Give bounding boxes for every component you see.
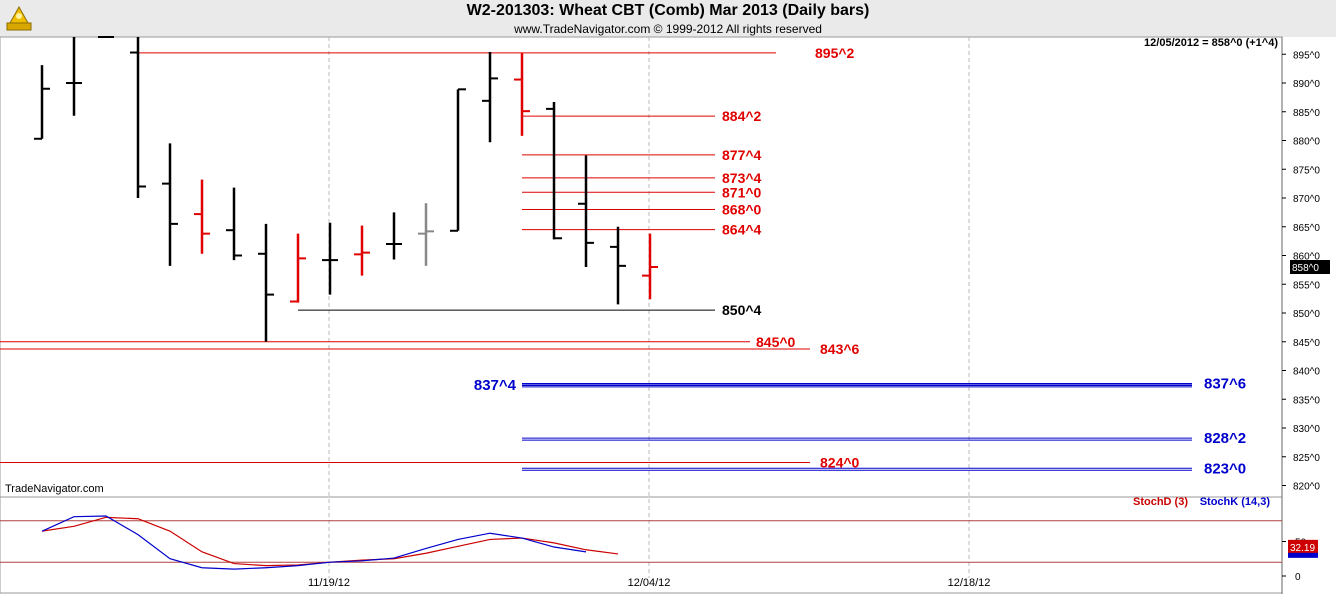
level-label: 843^6 (820, 341, 860, 357)
ohlc-bar (194, 179, 210, 254)
level-label: 837^4 (474, 377, 517, 394)
level-label: 823^0 (1204, 460, 1246, 477)
ohlc-bar (290, 233, 306, 303)
ohlc-bar (418, 203, 434, 266)
level-label: 837^6 (1204, 375, 1246, 392)
watermark: TradeNavigator.com (5, 483, 104, 495)
level-label: 871^0 (722, 184, 762, 200)
stochd-label: StochD (3) (1133, 496, 1188, 508)
ohlc-bar (354, 225, 370, 276)
ohlc-bar (482, 51, 498, 143)
stochastic-panel (0, 515, 1282, 570)
ohlc-bar (322, 222, 338, 295)
level-label: 828^2 (1204, 430, 1246, 447)
level-label: 850^4 (722, 302, 762, 318)
stochk-label: StochK (14,3) (1200, 496, 1271, 508)
ohlc-bar (386, 212, 402, 260)
tradenavigator-logo-icon (6, 5, 32, 31)
y-tick-label: 845^0 (1293, 338, 1320, 349)
ohlc-bar (610, 226, 626, 305)
stoch-value-box-bottom (1288, 552, 1318, 558)
level-label: 868^0 (722, 202, 762, 218)
level-label: 824^0 (820, 455, 860, 471)
y-tick-label: 840^0 (1293, 367, 1320, 378)
level-label: 877^4 (722, 147, 762, 163)
ohlc-bar (578, 155, 594, 267)
y-tick-label: 885^0 (1293, 108, 1320, 119)
y-tick-label: 855^0 (1293, 280, 1320, 291)
level-label: 884^2 (722, 108, 762, 124)
price-bars (34, 36, 658, 342)
ohlc-bar (258, 223, 274, 342)
y-tick-label: 870^0 (1293, 194, 1320, 205)
stoch-value-label: 32.19 (1290, 543, 1315, 554)
price-panel-frame (0, 36, 1283, 498)
y-tick-label: 850^0 (1293, 309, 1320, 320)
y-tick-label: 890^0 (1293, 79, 1320, 90)
y-tick-label: 875^0 (1293, 165, 1320, 176)
ohlc-bar (34, 65, 50, 140)
chart-title: W2-201303: Wheat CBT (Comb) Mar 2013 (Da… (466, 2, 870, 19)
ohlc-bar (162, 143, 178, 266)
grid (0, 36, 1283, 594)
y-tick-label: 865^0 (1293, 223, 1320, 234)
ohlc-bar (450, 88, 466, 232)
y-tick-label: 880^0 (1293, 137, 1320, 148)
ohlc-bar (66, 37, 82, 116)
y-tick-label: 830^0 (1293, 424, 1320, 435)
ohlc-bar (514, 53, 530, 136)
ohlc-bar (226, 187, 242, 261)
level-label: 895^2 (815, 45, 855, 61)
x-tick-label: 12/04/12 (628, 577, 671, 589)
stoch-line-0 (41, 516, 619, 567)
level-label: 864^4 (722, 222, 762, 238)
last-price-box (1290, 260, 1330, 274)
x-tick-label: 11/19/12 (308, 577, 350, 589)
y-tick-label: 860^0 (1293, 252, 1320, 263)
level-label: 873^4 (722, 170, 762, 186)
y-tick-label: 825^0 (1293, 453, 1320, 464)
chart-header (0, 0, 1336, 37)
y-tick-label: 895^0 (1293, 50, 1320, 61)
ohlc-bar (546, 101, 562, 240)
x-tick-label: 12/18/12 (948, 577, 991, 589)
stoch-line-1 (41, 515, 587, 570)
ohlc-bar (130, 37, 146, 198)
level-label: 845^0 (756, 334, 796, 350)
status-readout: 12/05/2012 = 858^0 (+1^4) (1144, 37, 1278, 49)
y-tick-label: 820^0 (1293, 482, 1320, 493)
stoch-value-box-top (1288, 539, 1318, 554)
y-tick-label: 835^0 (1293, 395, 1320, 406)
indicator-y-tick-label: 0 (1295, 572, 1301, 583)
axes: 11/19/12 12/04/12 12/18/12 820^0 825^0 830^0 8… (308, 50, 1330, 589)
chart-copyright: www.TradeNavigator.com © 1999-2012 All r… (514, 22, 822, 36)
ohlc-bar (642, 233, 658, 300)
last-price-label: 858^0 (1292, 263, 1319, 274)
